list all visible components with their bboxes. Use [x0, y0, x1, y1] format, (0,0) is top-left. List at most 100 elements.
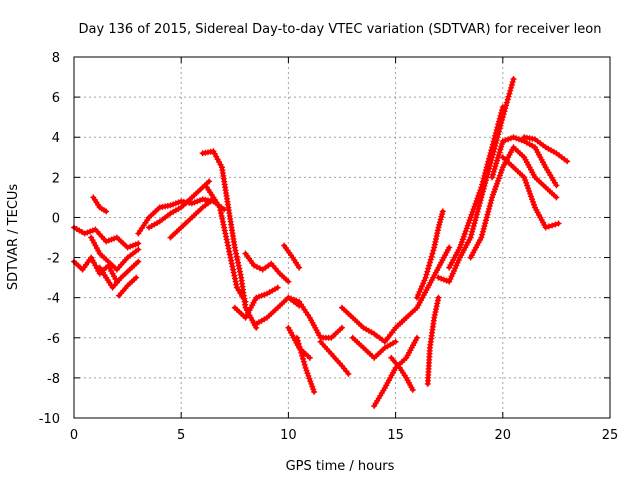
- data-point: [127, 243, 134, 250]
- data-point: [513, 135, 520, 142]
- data-point: [482, 170, 489, 177]
- data-point: [242, 298, 249, 305]
- data-point: [474, 195, 481, 202]
- data-point: [545, 223, 552, 230]
- data-point: [438, 213, 445, 220]
- y-tick-label: 6: [52, 91, 60, 106]
- data-point: [482, 167, 489, 174]
- data-point: [295, 340, 302, 347]
- data-point: [455, 257, 462, 264]
- data-point: [293, 297, 300, 304]
- data-point: [495, 121, 502, 128]
- y-tick-label: 2: [52, 171, 60, 186]
- data-point: [508, 84, 515, 91]
- data-point: [483, 214, 490, 221]
- data-point: [478, 234, 485, 241]
- x-tick-label: 25: [602, 428, 619, 443]
- data-point: [508, 81, 515, 88]
- data-point: [523, 179, 530, 186]
- series-track-17: [293, 334, 318, 395]
- data-point: [564, 158, 571, 165]
- data-point: [133, 274, 140, 281]
- data-point: [339, 324, 345, 331]
- data-point: [518, 137, 525, 144]
- data-point: [515, 136, 522, 143]
- data-point: [300, 358, 307, 365]
- series-track-26: [424, 294, 442, 387]
- data-point: [473, 211, 480, 218]
- data-point: [414, 294, 421, 301]
- data-point: [485, 208, 492, 215]
- data-point: [496, 115, 503, 122]
- data-point: [305, 372, 312, 379]
- data-point: [479, 228, 486, 235]
- data-point: [507, 87, 514, 94]
- data-point: [497, 146, 504, 153]
- data-point: [461, 230, 468, 237]
- data-point: [498, 141, 505, 148]
- data-point: [469, 225, 476, 232]
- data-point: [299, 352, 306, 359]
- data-point: [306, 354, 313, 361]
- data-point: [409, 386, 416, 393]
- data-point: [524, 182, 531, 189]
- data-point: [505, 93, 512, 100]
- data-point: [485, 158, 492, 165]
- data-point: [490, 191, 497, 198]
- data-point: [471, 220, 478, 227]
- data-point: [507, 135, 514, 142]
- x-tick-label: 15: [387, 428, 404, 443]
- data-point: [467, 234, 474, 241]
- data-point: [530, 201, 537, 208]
- data-point: [435, 274, 442, 281]
- data-point: [298, 349, 305, 356]
- data-point: [447, 275, 454, 282]
- data-point: [468, 211, 475, 218]
- data-point: [135, 258, 142, 265]
- series-track-11: [203, 184, 249, 305]
- data-point: [111, 235, 118, 242]
- data-point: [457, 241, 464, 248]
- data-point: [490, 138, 497, 145]
- data-point: [480, 175, 487, 182]
- data-point: [310, 386, 317, 393]
- series-track-1: [71, 224, 142, 251]
- data-point: [470, 206, 477, 213]
- data-point: [491, 166, 498, 173]
- data-point: [473, 198, 480, 205]
- data-point: [105, 237, 112, 244]
- data-point: [492, 163, 499, 170]
- data-point: [471, 203, 478, 210]
- data-point: [303, 367, 310, 374]
- data-point: [296, 343, 303, 350]
- y-tick-label: -10: [39, 412, 60, 427]
- data-point: [430, 247, 437, 254]
- data-point: [552, 221, 559, 228]
- data-point: [124, 244, 131, 251]
- data-point: [475, 192, 482, 199]
- data-point: [549, 222, 556, 229]
- data-point: [428, 253, 435, 260]
- data-point: [256, 265, 263, 272]
- data-point: [490, 168, 497, 175]
- data-point: [103, 238, 110, 245]
- data-point: [253, 294, 260, 301]
- data-point: [417, 286, 424, 293]
- data-point: [132, 241, 139, 248]
- data-point: [472, 217, 479, 224]
- data-point: [495, 175, 502, 182]
- data-point: [188, 200, 195, 207]
- data-point: [503, 102, 510, 109]
- y-tick-label: 4: [52, 131, 60, 146]
- data-point: [479, 181, 486, 188]
- data-point: [529, 196, 536, 203]
- data-point: [496, 172, 503, 179]
- data-point: [458, 239, 465, 246]
- data-point: [489, 174, 496, 181]
- data-point: [427, 256, 434, 263]
- data-point: [555, 220, 562, 227]
- data-point: [311, 388, 318, 395]
- data-point: [488, 197, 495, 204]
- series-track-15: [281, 242, 303, 271]
- data-point: [426, 262, 433, 269]
